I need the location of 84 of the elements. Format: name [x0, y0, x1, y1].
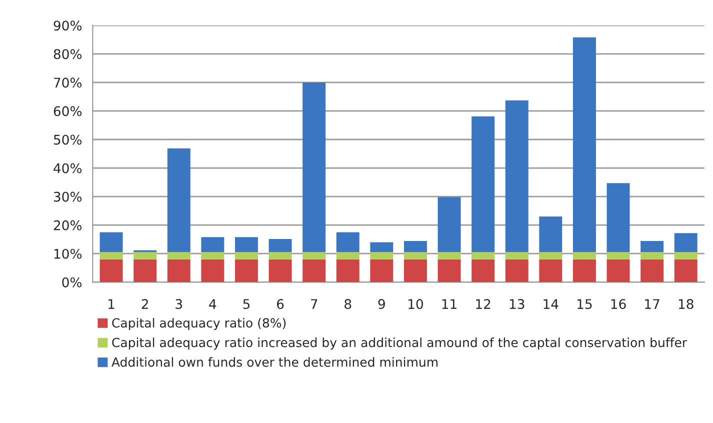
x-tick-label: 14 — [544, 299, 558, 309]
bar — [438, 259, 461, 282]
x-tick-label: 1 — [108, 299, 114, 309]
bar — [167, 252, 190, 260]
bar — [438, 252, 461, 260]
bar — [572, 37, 596, 252]
y-tick-label: 0% — [62, 277, 82, 288]
bar — [640, 241, 664, 252]
x-tick-label: 9 — [378, 299, 385, 310]
bar — [268, 252, 292, 260]
bar — [167, 148, 190, 252]
x-tick-label: 11 — [442, 299, 456, 309]
bar — [370, 259, 394, 282]
bar — [674, 252, 698, 260]
bar — [539, 252, 562, 260]
bar — [505, 259, 528, 282]
bar — [674, 233, 698, 252]
bar — [100, 252, 123, 260]
x-tick-label: 18 — [678, 299, 694, 310]
x-tick-label: 16 — [611, 299, 626, 310]
bar — [606, 252, 630, 260]
bar — [572, 252, 596, 260]
bar — [606, 183, 630, 252]
bar — [201, 237, 224, 252]
bar — [640, 252, 664, 260]
y-tick-label: 30% — [54, 192, 82, 202]
bar — [472, 259, 495, 282]
x-tick-label: 4 — [209, 299, 216, 309]
legend-label: Capital adequacy ratio (8%) — [112, 318, 286, 330]
bar — [404, 252, 427, 260]
legend-label: Capital adequacy ratio increased by an additional amound of the captal conservation buffer — [112, 338, 688, 350]
bar — [268, 259, 292, 282]
x-tick-label: 10 — [408, 299, 423, 310]
bar — [234, 259, 258, 282]
bar — [234, 237, 258, 252]
bar — [302, 252, 326, 260]
bar — [201, 252, 224, 260]
x-tick-label: 2 — [142, 299, 148, 309]
bar — [472, 116, 495, 252]
y-tick-label: 20% — [54, 220, 82, 230]
x-tick-label: 3 — [176, 299, 182, 310]
bar — [134, 252, 157, 260]
bar — [302, 259, 326, 282]
bar — [606, 259, 630, 282]
bar — [572, 259, 596, 282]
bar — [472, 252, 495, 260]
y-tick-label: 90% — [54, 20, 82, 31]
bar — [134, 259, 157, 282]
bar — [674, 259, 698, 282]
x-tick-label: 7 — [310, 299, 318, 309]
x-tick-label: 17 — [645, 299, 660, 309]
x-tick-label: 5 — [243, 299, 250, 310]
y-tick-label: 60% — [54, 106, 82, 116]
bar — [404, 241, 427, 252]
y-tick-label: 70% — [54, 78, 82, 88]
x-tick-label: 8 — [344, 299, 352, 310]
bar — [100, 259, 123, 282]
bar — [302, 82, 326, 252]
bar — [234, 252, 258, 260]
bar — [336, 252, 360, 260]
bar — [505, 252, 528, 260]
bar — [505, 100, 528, 252]
bar — [336, 232, 360, 252]
bar — [167, 259, 190, 282]
y-tick-label: 40% — [54, 163, 82, 174]
bar — [640, 259, 664, 282]
y-tick-label: 80% — [54, 49, 82, 60]
x-tick-label: 15 — [578, 299, 592, 310]
bar — [370, 252, 394, 260]
bar — [201, 259, 224, 282]
bar — [370, 242, 394, 252]
y-tick-label: 50% — [54, 134, 82, 145]
x-tick-label: 12 — [476, 299, 490, 309]
bar — [100, 232, 123, 252]
x-tick-label: 13 — [510, 299, 524, 310]
bar — [539, 216, 562, 252]
bar — [336, 259, 360, 282]
bar — [268, 239, 292, 252]
bar — [438, 197, 461, 252]
y-tick-label: 10% — [54, 248, 82, 259]
x-tick-label: 6 — [276, 299, 284, 310]
bar — [539, 259, 562, 282]
bar — [404, 259, 427, 282]
legend-label: Additional own funds over the determined minimum — [112, 357, 438, 367]
